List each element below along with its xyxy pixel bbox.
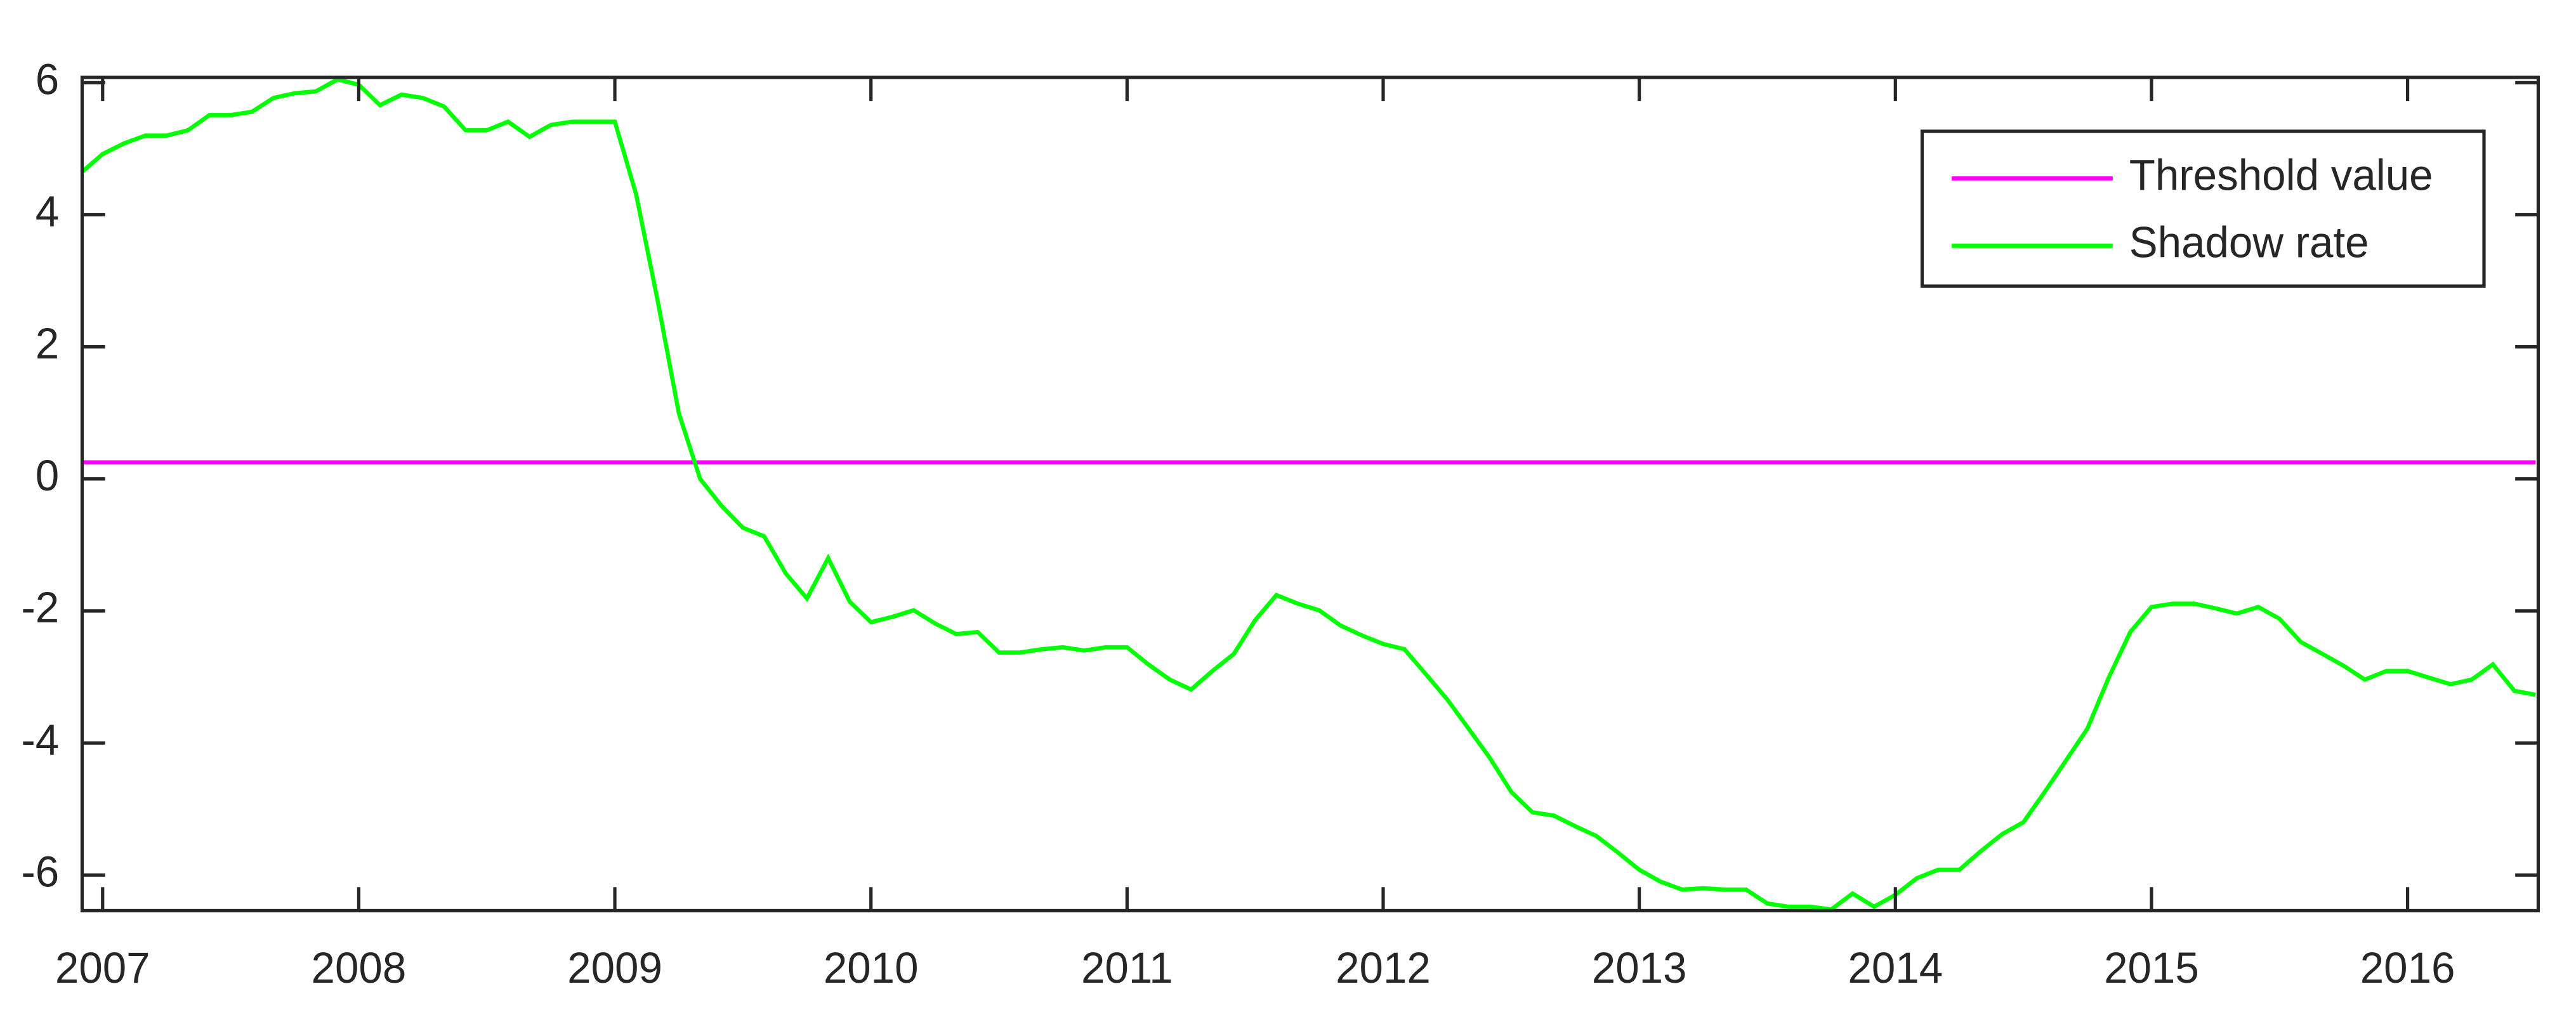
x-tick-label: 2007 <box>55 943 150 992</box>
x-tick-label: 2009 <box>567 943 662 992</box>
legend-label: Shadow rate <box>2129 218 2369 267</box>
legend-label: Threshold value <box>2129 151 2433 200</box>
y-tick-label: 4 <box>36 187 59 236</box>
y-tick-label: 0 <box>36 451 59 500</box>
x-tick-label: 2015 <box>2104 943 2199 992</box>
y-tick-label: -4 <box>21 716 59 764</box>
x-tick-label: 2010 <box>824 943 919 992</box>
y-tick-label: 2 <box>36 319 59 368</box>
x-tick-label: 2011 <box>1081 943 1173 992</box>
y-tick-label: -6 <box>21 848 59 896</box>
x-tick-label: 2016 <box>2360 943 2455 992</box>
x-tick-label: 2014 <box>1848 943 1943 992</box>
x-tick-label: 2008 <box>312 943 407 992</box>
data-line <box>80 77 2536 912</box>
y-tick-label: -2 <box>21 583 59 632</box>
legend-box <box>1920 129 2486 288</box>
axes-box <box>80 75 2540 913</box>
x-tick-label: 2012 <box>1336 943 1431 992</box>
y-tick-label: 6 <box>36 55 59 104</box>
x-tick-label: 2013 <box>1592 943 1687 992</box>
